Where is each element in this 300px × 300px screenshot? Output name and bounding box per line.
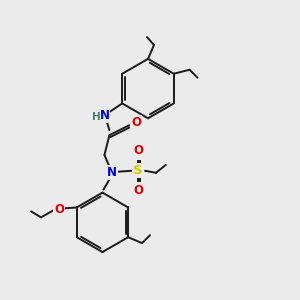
Text: N: N <box>99 109 110 122</box>
Text: O: O <box>54 203 64 216</box>
Text: N: N <box>107 166 117 179</box>
Text: O: O <box>131 116 141 129</box>
Text: O: O <box>133 184 143 197</box>
Text: O: O <box>133 145 143 158</box>
Text: H: H <box>92 112 101 122</box>
Text: S: S <box>133 164 143 177</box>
